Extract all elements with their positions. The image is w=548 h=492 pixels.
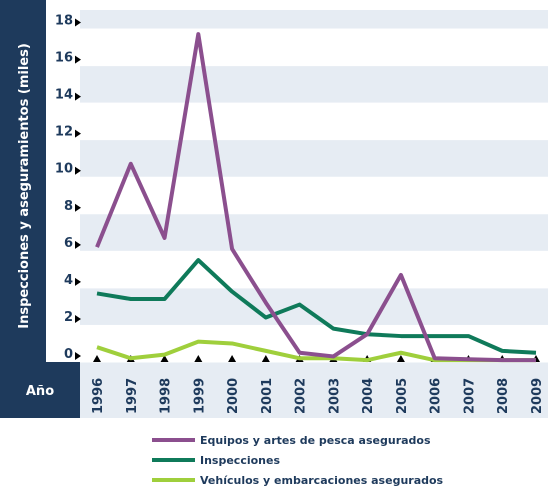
x-tick <box>261 355 270 362</box>
x-label-band <box>0 362 80 418</box>
y-tick-label: 12 <box>55 125 73 140</box>
y-tick-label: 2 <box>64 310 73 325</box>
grid-band <box>80 65 548 103</box>
x-tick <box>396 355 405 362</box>
legend-label: Vehículos y embarcaciones asegurados <box>200 474 444 487</box>
y-tick <box>75 352 81 360</box>
data-line <box>95 32 536 363</box>
data-line <box>96 258 537 355</box>
y-tick <box>75 18 81 27</box>
x-axis-label: Año <box>26 384 54 399</box>
x-tick <box>160 355 169 362</box>
x-tick-label: 1999 <box>192 378 207 414</box>
y-tick <box>75 277 81 286</box>
y-tick <box>75 166 81 175</box>
x-tick-label: 2000 <box>226 378 241 414</box>
legend: Equipos y artes de pesca asegurados Inspe… <box>152 434 444 487</box>
y-tick-label: 10 <box>55 162 73 177</box>
grid-band <box>80 287 548 325</box>
x-tick-label: 2009 <box>530 378 545 414</box>
y-tick-label: 6 <box>64 236 73 251</box>
x-tick <box>93 355 101 362</box>
legend-label: Equipos y artes de pesca asegurados <box>200 434 431 447</box>
x-tick-label: 2008 <box>496 378 511 414</box>
grid-band <box>80 10 548 29</box>
grid-band <box>80 213 548 251</box>
plot: 0 2 4 6 8 10 12 14 16 18 1996 1997 1998 1999 2000 2001 2… <box>55 10 548 414</box>
x-tick-label: 1997 <box>125 378 140 414</box>
y-tick-label: 18 <box>55 14 73 29</box>
y-axis-label: Inspecciones y aseguramientos (miles) <box>17 43 32 329</box>
y-tick <box>75 240 81 249</box>
x-tick-label: 2003 <box>327 378 342 414</box>
y-tick <box>75 129 81 138</box>
y-label-band <box>0 0 46 362</box>
x-tick <box>194 355 203 362</box>
y-tick <box>75 314 81 323</box>
y-tick-label: 0 <box>64 347 73 362</box>
y-tick <box>75 55 81 64</box>
y-tick-label: 8 <box>64 199 73 214</box>
y-tick <box>75 203 81 212</box>
legend-label: Inspecciones <box>200 454 280 467</box>
grid-band <box>80 139 548 177</box>
x-tick-label: 2004 <box>361 378 376 414</box>
x-tick-label: 2002 <box>294 378 309 414</box>
x-tick-label: 2006 <box>429 378 444 414</box>
x-tick <box>228 355 237 362</box>
x-tick-label: 1998 <box>159 378 174 414</box>
x-tick-label: 2001 <box>260 378 275 414</box>
y-tick-label: 14 <box>55 88 73 103</box>
y-tick-label: 16 <box>55 51 73 66</box>
y-tick <box>75 92 81 101</box>
x-tick-label: 2007 <box>462 378 477 414</box>
x-tick-band <box>80 362 548 418</box>
x-tick-label: 1996 <box>91 378 106 414</box>
y-tick-label: 4 <box>64 273 73 288</box>
x-tick-label: 2005 <box>395 378 410 414</box>
